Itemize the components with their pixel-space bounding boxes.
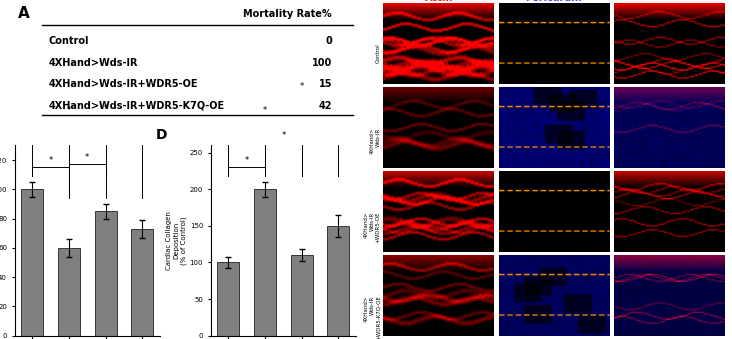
Title: Actin: Actin (425, 0, 453, 3)
Y-axis label: 4XHand>
Wds-IR
+WDR5-K7Q-OE: 4XHand> Wds-IR +WDR5-K7Q-OE (364, 295, 381, 339)
Text: *: * (48, 156, 53, 165)
Title: Merged: Merged (649, 0, 690, 3)
Text: *: * (281, 131, 285, 140)
Bar (327, 226, 349, 336)
Text: 100: 100 (312, 58, 332, 68)
Text: A: A (18, 6, 30, 21)
Text: *: * (299, 82, 304, 91)
Text: *: * (244, 156, 249, 165)
Bar (291, 255, 313, 336)
Text: 4XHand>Wds-IR: 4XHand>Wds-IR (49, 58, 138, 68)
Bar (254, 189, 276, 336)
Text: Control: Control (49, 36, 89, 46)
Title: Pericardin: Pericardin (526, 0, 583, 3)
Text: *: * (103, 104, 108, 113)
Bar (217, 262, 239, 336)
Bar (58, 248, 80, 336)
Y-axis label: 4XHand>
Wds-IR
+WDR5-OE: 4XHand> Wds-IR +WDR5-OE (364, 212, 381, 243)
Text: 15: 15 (318, 79, 332, 89)
Y-axis label: 4XHand>
Wds-IR: 4XHand> Wds-IR (370, 127, 381, 154)
Text: 4XHand>Wds-IR+WDR5-K7Q-OE: 4XHand>Wds-IR+WDR5-K7Q-OE (49, 101, 225, 111)
Text: *: * (67, 106, 71, 116)
Bar (131, 229, 153, 336)
Text: 42: 42 (318, 101, 332, 111)
Bar (94, 211, 116, 336)
Text: 0: 0 (325, 36, 332, 46)
Y-axis label: Control: Control (376, 44, 381, 63)
Text: 4XHand>Wds-IR+WDR5-OE: 4XHand>Wds-IR+WDR5-OE (49, 79, 198, 89)
Text: D: D (155, 127, 167, 142)
Text: Mortality Rate%: Mortality Rate% (244, 9, 332, 19)
Text: *: * (85, 153, 89, 162)
Bar (21, 189, 43, 336)
Text: *: * (263, 106, 267, 116)
Y-axis label: Cardiac Collagen
Deposition
(% of Control): Cardiac Collagen Deposition (% of Contro… (166, 211, 187, 270)
